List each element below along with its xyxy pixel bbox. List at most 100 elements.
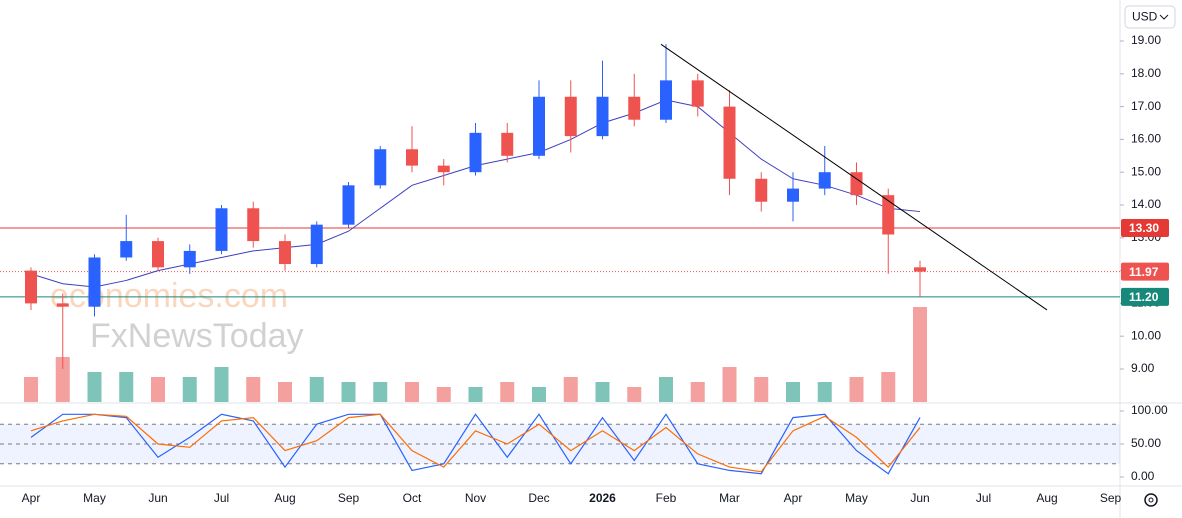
volume-bar (659, 377, 673, 402)
candle-body (279, 241, 291, 265)
candle-body (437, 165, 450, 173)
price-level-box (1121, 287, 1169, 306)
candle-body (25, 270, 37, 304)
candle-body (374, 149, 387, 186)
candle-body (152, 241, 164, 268)
settings-button[interactable] (1144, 493, 1158, 507)
y-tick-label: 10.00 (1131, 328, 1161, 342)
volume-bar (817, 382, 832, 402)
x-tick-label: Jun (148, 491, 167, 505)
y-tick-label: 19.00 (1131, 33, 1161, 47)
x-tick-label: Jul (976, 491, 991, 505)
currency-button[interactable]: USD (1124, 5, 1176, 29)
stoch-line (30, 413, 921, 475)
settings-icon[interactable] (1148, 497, 1154, 503)
volume-bar (849, 377, 864, 402)
candle-body (533, 96, 545, 156)
volume-bar (754, 377, 769, 402)
volume-bar (182, 377, 197, 402)
volume-bar (500, 382, 515, 402)
stoch-tick-label: 50.00 (1131, 436, 1161, 450)
volume-bar (563, 377, 578, 402)
y-tick-label: 18.00 (1131, 66, 1161, 80)
candle-body (310, 224, 323, 265)
candle-body (596, 96, 609, 137)
volume-bar (151, 377, 165, 402)
volume-bar (881, 372, 896, 402)
y-tick-label: 16.00 (1131, 132, 1161, 146)
x-tick-label: Apr (22, 491, 41, 505)
volume-bar (405, 382, 419, 402)
y-tick-label: 9.00 (1131, 361, 1155, 375)
candle-body (120, 241, 133, 258)
x-tick-label: Apr (784, 491, 803, 505)
x-tick-label: Jul (214, 491, 229, 505)
stoch-line (30, 413, 921, 473)
price-level-label: 13.30 (1129, 221, 1159, 235)
candle-body (501, 132, 514, 156)
y-tick-label: 17.00 (1131, 99, 1161, 113)
candle-body (56, 303, 69, 307)
candle-body (628, 96, 641, 120)
x-tick-label: Feb (656, 491, 677, 505)
volume-bar (278, 382, 292, 402)
x-tick-label: Sep (1100, 491, 1122, 505)
candle-body (723, 106, 736, 179)
volume-bar (87, 372, 102, 402)
dropdown-arrow[interactable] (1159, 14, 1169, 20)
watermark: FxNewsToday (90, 317, 304, 355)
watermark: economies.com (50, 277, 288, 315)
price-level-box (1121, 262, 1169, 281)
candle-body (564, 96, 577, 137)
volume-bar (341, 382, 356, 402)
price-level-label: 11.20 (1129, 290, 1159, 304)
currency-label[interactable]: USD (1132, 10, 1158, 24)
candle-body (183, 250, 196, 268)
volume-bar (722, 367, 737, 402)
x-tick-label: Jun (910, 491, 929, 505)
volume-bar (595, 382, 610, 402)
candle-body (755, 178, 768, 202)
y-tick-label: 14.00 (1131, 197, 1161, 211)
x-tick-label: Dec (528, 491, 549, 505)
volume-bar (532, 387, 546, 402)
candle-body (469, 132, 482, 173)
candle-body (850, 172, 863, 196)
candle-body (247, 208, 260, 242)
x-tick-label: Aug (274, 491, 295, 505)
x-tick-label: Oct (403, 491, 422, 505)
x-tick-label: Mar (719, 491, 740, 505)
volume-bar (24, 377, 38, 402)
price-level-box (1121, 218, 1169, 237)
price-level-label: 11.97 (1129, 265, 1159, 279)
candle-body (691, 80, 704, 107)
volume-bar (786, 382, 800, 402)
volume-bar (119, 372, 134, 402)
volume-bar (913, 307, 927, 402)
candle-body (406, 149, 418, 166)
trendline (660, 43, 1048, 311)
y-tick-label: 15.00 (1131, 164, 1161, 178)
candle-body (88, 257, 101, 307)
x-tick-label: Aug (1036, 491, 1057, 505)
volume-bar (690, 382, 705, 402)
volume-bar (309, 377, 324, 402)
stoch-tick-label: 100.00 (1131, 403, 1168, 417)
x-tick-label: Sep (338, 491, 360, 505)
settings-icon[interactable] (1144, 493, 1158, 507)
volume-bar (373, 382, 388, 402)
volume-bar (214, 367, 229, 402)
candle-body (787, 188, 799, 202)
currency-box[interactable] (1124, 5, 1176, 29)
volume-bar (246, 377, 261, 402)
candle-body (342, 185, 355, 225)
candle-body (215, 208, 228, 251)
stoch-tick-label: 0.00 (1131, 469, 1155, 483)
x-tick-label: Nov (465, 491, 486, 505)
volume-bar (436, 387, 451, 402)
x-tick-label: May (845, 491, 868, 505)
volume-bar (468, 387, 483, 402)
candle-body (818, 172, 831, 189)
